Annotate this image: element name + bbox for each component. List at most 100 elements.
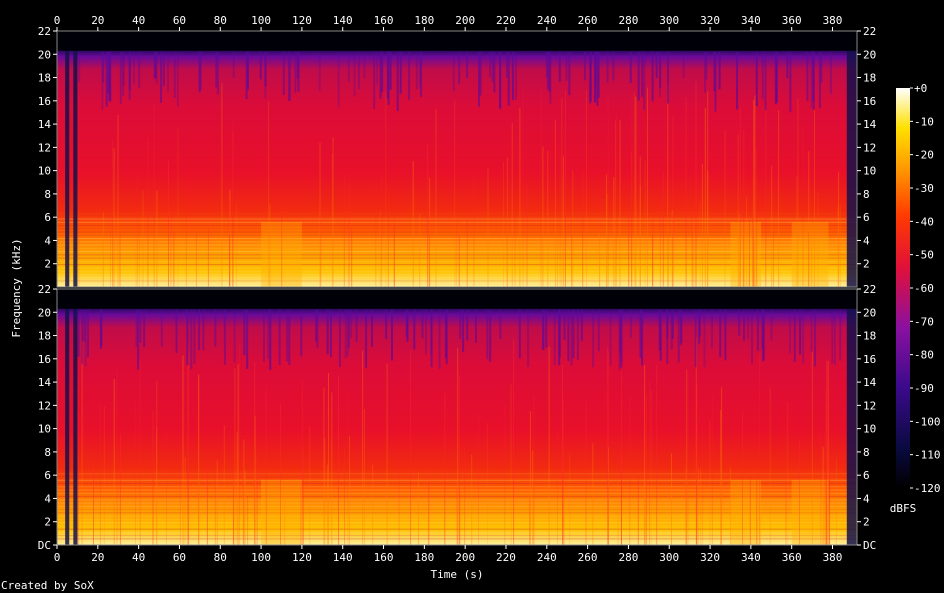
transient-streak <box>265 391 267 545</box>
transient-streak <box>77 413 79 545</box>
colorbar <box>896 88 910 488</box>
hf-fringe <box>358 51 360 89</box>
transient-streak <box>232 122 234 287</box>
transient-streak <box>168 160 169 287</box>
transient-streak <box>811 236 813 287</box>
hf-fringe <box>215 51 218 88</box>
transient-streak <box>328 372 329 545</box>
hf-fringe <box>379 51 382 99</box>
hf-fringe <box>139 309 142 343</box>
transient-streak <box>720 389 722 545</box>
spectral-band <box>57 479 857 481</box>
transient-streak <box>435 108 437 287</box>
transient-streak <box>332 137 334 287</box>
hf-fringe <box>128 51 131 100</box>
transient-streak <box>184 456 186 545</box>
transient-streak <box>639 156 641 287</box>
x-tick-label: 140 <box>333 14 353 27</box>
hf-fringe <box>542 309 545 350</box>
hf-fringe <box>408 51 411 100</box>
hf-fringe <box>346 309 349 357</box>
hf-fringe <box>406 309 409 342</box>
spectral-band <box>57 283 857 285</box>
spectral-band <box>57 538 857 540</box>
spectral-band <box>57 512 857 514</box>
y-tick-label: 6 <box>863 211 870 224</box>
x-tick-label: 240 <box>537 551 557 564</box>
y-tick-label: 8 <box>863 188 870 201</box>
hf-fringe <box>762 309 765 362</box>
hf-fringe <box>755 51 758 107</box>
hf-fringe <box>507 51 510 106</box>
hf-fringe <box>385 309 388 340</box>
x-tick-label: 80 <box>214 551 227 564</box>
y-tick-label: 2 <box>44 516 51 529</box>
y-tick-label: 14 <box>863 376 877 389</box>
hf-fringe <box>747 309 750 340</box>
transient-streak <box>102 212 104 287</box>
hf-fringe <box>594 51 597 85</box>
y-tick-label: 20 <box>38 48 51 61</box>
credit-text: Created by SoX <box>1 579 94 592</box>
hf-fringe <box>491 51 494 82</box>
transient-streak <box>233 479 234 545</box>
x-tick-label: 240 <box>537 14 557 27</box>
loud-segment <box>261 221 302 287</box>
transient-streak <box>585 399 587 545</box>
hf-fringe <box>597 309 600 352</box>
y-tick-label: 8 <box>44 446 51 459</box>
hf-fringe <box>438 309 441 369</box>
y-tick-label: 16 <box>863 353 876 366</box>
transient-streak <box>724 129 726 287</box>
transient-streak <box>138 222 140 287</box>
transient-streak <box>582 170 584 287</box>
spectral-band <box>57 231 857 233</box>
transient-streak <box>829 465 831 545</box>
hf-fringe <box>300 309 303 357</box>
colorbar-ticks: +0 -10 -20 -30 -40 -50 -60 -70 -80 -90 -100 -110 -12… <box>910 82 941 495</box>
transient-streak <box>351 227 353 287</box>
transient-streak <box>778 110 780 287</box>
hf-fringe <box>330 309 332 358</box>
hf-fringe <box>567 309 570 361</box>
hf-fringe <box>421 309 424 339</box>
spectral-band <box>57 531 857 533</box>
spectral-band <box>57 254 857 256</box>
x-tick-label: 320 <box>700 14 720 27</box>
transient-streak <box>77 379 79 545</box>
transient-streak <box>796 175 798 287</box>
transient-streak <box>343 174 345 287</box>
hf-fringe <box>704 51 706 93</box>
spectral-band <box>57 225 857 227</box>
hf-fringe <box>793 309 796 362</box>
spectral-band <box>57 234 857 236</box>
hf-fringe <box>620 309 623 363</box>
loud-segment <box>791 221 829 287</box>
x-tick-label: 320 <box>700 551 720 564</box>
panel-frame <box>56 30 858 288</box>
hf-fringe <box>670 309 673 350</box>
transient-streak <box>533 395 535 545</box>
x-tick-label: 380 <box>823 14 843 27</box>
transient-streak <box>753 100 755 287</box>
transient-streak <box>471 454 473 545</box>
transient-streak <box>487 422 489 545</box>
transient-streak <box>556 237 558 287</box>
transient-streak <box>671 453 672 545</box>
transient-streak <box>235 201 237 287</box>
transient-streak <box>808 231 810 287</box>
colorbar-tick-label: -110 <box>914 449 941 462</box>
transient-streak <box>686 369 688 545</box>
transient-streak <box>756 477 758 545</box>
transient-streak <box>254 416 256 545</box>
spectral-band <box>57 238 857 240</box>
y-tick-label: 12 <box>863 399 876 412</box>
x-tick-label: 20 <box>91 551 104 564</box>
y-tick-label: 10 <box>38 165 51 178</box>
hf-fringe <box>353 51 356 97</box>
x-tick-label: 80 <box>214 14 227 27</box>
hf-fringe <box>347 51 350 82</box>
spectral-band <box>57 505 857 507</box>
transient-streak <box>702 425 704 545</box>
transient-streak <box>797 98 799 287</box>
